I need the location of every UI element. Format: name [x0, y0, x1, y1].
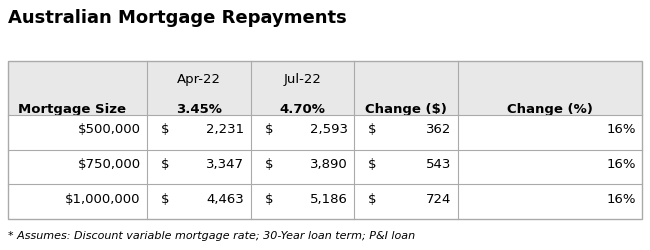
Bar: [8, 61, 642, 219]
Text: 4,463: 4,463: [206, 193, 244, 206]
Text: Apr-22: Apr-22: [177, 73, 221, 86]
Text: $: $: [161, 124, 170, 136]
Text: Australian Mortgage Repayments: Australian Mortgage Repayments: [8, 9, 346, 27]
Text: Change (%): Change (%): [507, 103, 593, 116]
Text: 362: 362: [426, 124, 451, 136]
Text: Change ($): Change ($): [365, 103, 447, 116]
Text: $500,000: $500,000: [77, 124, 140, 136]
Text: Mortgage Size: Mortgage Size: [18, 103, 125, 116]
Text: Jul-22: Jul-22: [283, 73, 321, 86]
Text: $: $: [161, 158, 170, 171]
Text: 3,347: 3,347: [206, 158, 244, 171]
Text: 4.70%: 4.70%: [280, 103, 325, 116]
Text: 16%: 16%: [606, 193, 636, 206]
Text: 543: 543: [426, 158, 451, 171]
Text: $: $: [161, 193, 170, 206]
Text: 3.45%: 3.45%: [176, 103, 222, 116]
Text: $: $: [265, 193, 273, 206]
Bar: [8, 61, 642, 115]
Text: 5,186: 5,186: [310, 193, 348, 206]
Text: $1,000,000: $1,000,000: [65, 193, 140, 206]
Text: 16%: 16%: [606, 158, 636, 171]
Text: 2,593: 2,593: [309, 124, 348, 136]
Text: $: $: [369, 124, 377, 136]
Text: $: $: [265, 158, 273, 171]
Text: 16%: 16%: [606, 124, 636, 136]
Text: $: $: [369, 193, 377, 206]
Text: 724: 724: [426, 193, 451, 206]
Text: $750,000: $750,000: [77, 158, 140, 171]
Text: $: $: [265, 124, 273, 136]
Text: $: $: [369, 158, 377, 171]
Text: 3,890: 3,890: [310, 158, 348, 171]
Text: * Assumes: Discount variable mortgage rate; 30-Year loan term; P&I loan: * Assumes: Discount variable mortgage ra…: [8, 231, 415, 241]
Text: 2,231: 2,231: [206, 124, 244, 136]
